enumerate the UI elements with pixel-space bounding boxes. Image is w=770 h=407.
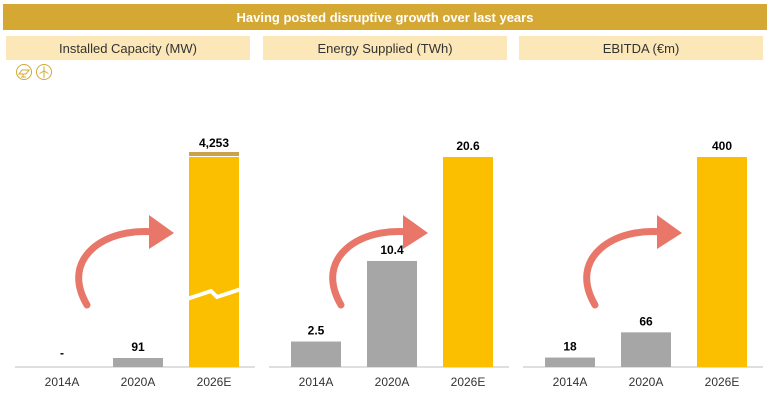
chart-installed-capacity: - 2014A 91 2020A 4,253 2026E [15, 136, 255, 389]
axis-break-mark [186, 287, 242, 301]
growth-arrow-shaft [75, 227, 159, 309]
x-tick-label: 2026E [197, 375, 232, 389]
data-label: 400 [712, 139, 732, 153]
bar-2020a [621, 332, 671, 367]
data-label: 4,253 [199, 136, 229, 150]
chart-banner-title: Having posted disruptive growth over las… [3, 4, 767, 30]
panel-title-installed-capacity: Installed Capacity (MW) [6, 36, 250, 60]
panel-title-energy-supplied: Energy Supplied (TWh) [263, 36, 507, 60]
growth-arrow-head [149, 215, 174, 249]
x-tick-label: 2014A [299, 375, 334, 389]
x-tick-label: 2020A [375, 375, 410, 389]
x-tick-label: 2014A [45, 375, 80, 389]
data-label: 10.4 [380, 243, 404, 257]
data-label: 91 [131, 340, 145, 354]
bar-2020a [113, 358, 163, 367]
bar-2014a [545, 357, 595, 367]
bar-2026e [189, 157, 239, 367]
x-tick-label: 2014A [553, 375, 588, 389]
chart-energy-supplied: 2.5 2014A 10.4 2020A 20.6 2026E [269, 139, 509, 389]
bar-2014a [291, 341, 341, 367]
panel-title-ebitda: EBITDA (€m) [519, 36, 763, 60]
x-tick-label: 2026E [705, 375, 740, 389]
growth-arrow-shaft [583, 227, 667, 309]
data-label: 66 [639, 314, 653, 328]
growth-arrow-head [403, 215, 428, 249]
x-tick-label: 2020A [629, 375, 664, 389]
x-tick-label: 2020A [121, 375, 156, 389]
data-label: 18 [563, 340, 577, 354]
data-label: - [60, 346, 64, 360]
data-label: 2.5 [308, 324, 325, 338]
growth-arrow-head [657, 215, 682, 249]
growth-arrow-shaft [329, 227, 413, 309]
data-label: 20.6 [456, 139, 480, 153]
bar-2026e [697, 157, 747, 367]
bar-cap [189, 152, 239, 156]
technology-icons [16, 64, 52, 80]
bar-2026e [443, 157, 493, 367]
x-tick-label: 2026E [451, 375, 486, 389]
wind-turbine-icon [36, 64, 52, 80]
bar-2020a [367, 260, 417, 367]
chart-ebitda: 18 2014A 66 2020A 400 2026E [523, 139, 763, 389]
solar-panel-icon [16, 64, 32, 80]
